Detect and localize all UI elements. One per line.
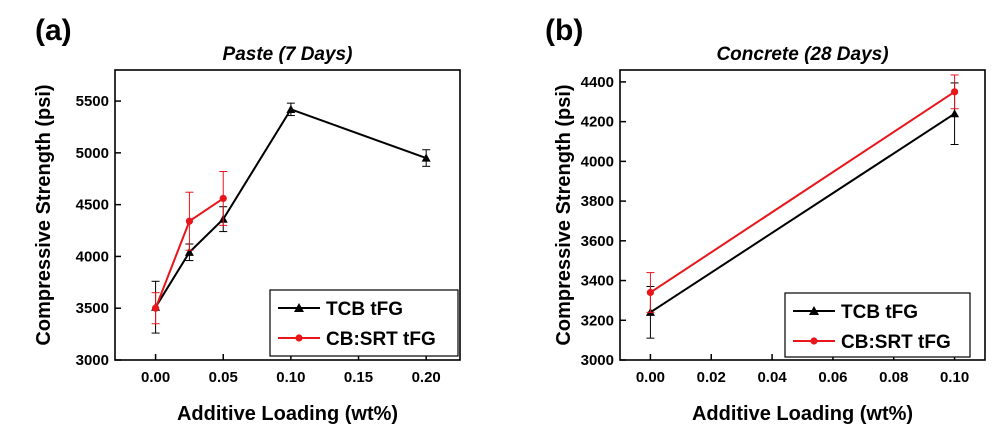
- y-tick-label: 4000: [76, 248, 109, 265]
- series-cb-srt-tfg: [151, 171, 228, 325]
- series-line: [649, 91, 956, 294]
- legend-marker: [810, 337, 818, 345]
- series-line: [154, 108, 427, 308]
- chart-panel-a: (a) Paste (7 Days) 0.00 0.05 0.10 0.15 0.20 300…: [33, 14, 461, 425]
- data-point: [646, 288, 655, 297]
- x-tick-label: 0.00: [141, 369, 170, 386]
- plot-frame: [114, 69, 461, 361]
- y-tick-label: 4400: [581, 74, 614, 91]
- x-tick-label: 0.15: [344, 369, 373, 386]
- x-tick-label: 0.06: [818, 369, 847, 386]
- panel-label: (a): [35, 14, 72, 47]
- plot-frame: [619, 69, 986, 361]
- data-point: [219, 194, 227, 203]
- chart-title: Concrete (28 Days): [716, 44, 888, 65]
- legend: TCB tFG CB:SRT tFG: [784, 292, 971, 358]
- y-axis-label: Compressive Strength (psi): [33, 84, 55, 345]
- legend-marker: [295, 334, 303, 342]
- legend-marker: [809, 306, 819, 315]
- y-tick-label: 3500: [76, 300, 109, 317]
- y-tick-label: 3800: [581, 193, 614, 210]
- legend-label: CB:SRT tFG: [841, 332, 951, 353]
- y-tick-label: 4500: [76, 197, 109, 214]
- legend-label: TCB tFG: [326, 299, 403, 320]
- y-tick-label: 3000: [581, 352, 614, 369]
- x-tick-label: 0.05: [209, 369, 238, 386]
- data-point: [950, 88, 959, 96]
- x-tick-label: 0.10: [276, 369, 305, 386]
- x-tick-label: 0.10: [940, 369, 969, 386]
- y-tick-label: 3000: [76, 352, 109, 369]
- legend-label: TCB tFG: [841, 302, 918, 323]
- data-point: [286, 104, 296, 113]
- x-tick-label: 0.20: [412, 369, 441, 386]
- y-tick-label: 3600: [581, 233, 614, 250]
- legend-box: [269, 289, 459, 357]
- x-axis-label: Additive Loading (wt%): [177, 403, 398, 425]
- x-tick-label: 0.02: [697, 369, 726, 386]
- x-tick-label: 0.00: [636, 369, 665, 386]
- legend-box: [784, 292, 971, 358]
- data-point: [184, 247, 194, 256]
- y-tick-label: 3200: [581, 312, 614, 329]
- data-point: [421, 153, 431, 162]
- x-axis-label: Additive Loading (wt%): [692, 403, 913, 425]
- y-tick-label: 4200: [581, 114, 614, 131]
- y-axis-label: Compressive Strength (psi): [553, 84, 575, 345]
- data-point: [950, 109, 960, 118]
- y-tick-label: 4000: [581, 153, 614, 170]
- x-tick-label: 0.08: [879, 369, 908, 386]
- y-tick-label: 3400: [581, 273, 614, 290]
- series-line: [649, 112, 956, 314]
- data-point: [151, 304, 160, 312]
- chart-panel-b: (b) Concrete (28 Days) 0.00 0.02 0.04 0.06 0.0…: [545, 14, 986, 425]
- legend-label: CB:SRT tFG: [326, 329, 436, 350]
- data-point: [185, 217, 194, 225]
- panel-label: (b): [545, 14, 583, 47]
- series-cb-srt-tfg: [646, 74, 959, 313]
- chart-title: Paste (7 Days): [223, 44, 353, 65]
- y-tick-label: 5000: [76, 145, 109, 162]
- legend-marker: [294, 303, 304, 312]
- x-tick-label: 0.04: [757, 369, 787, 386]
- legend: TCB tFG CB:SRT tFG: [269, 289, 459, 357]
- y-tick-label: 5500: [76, 93, 109, 110]
